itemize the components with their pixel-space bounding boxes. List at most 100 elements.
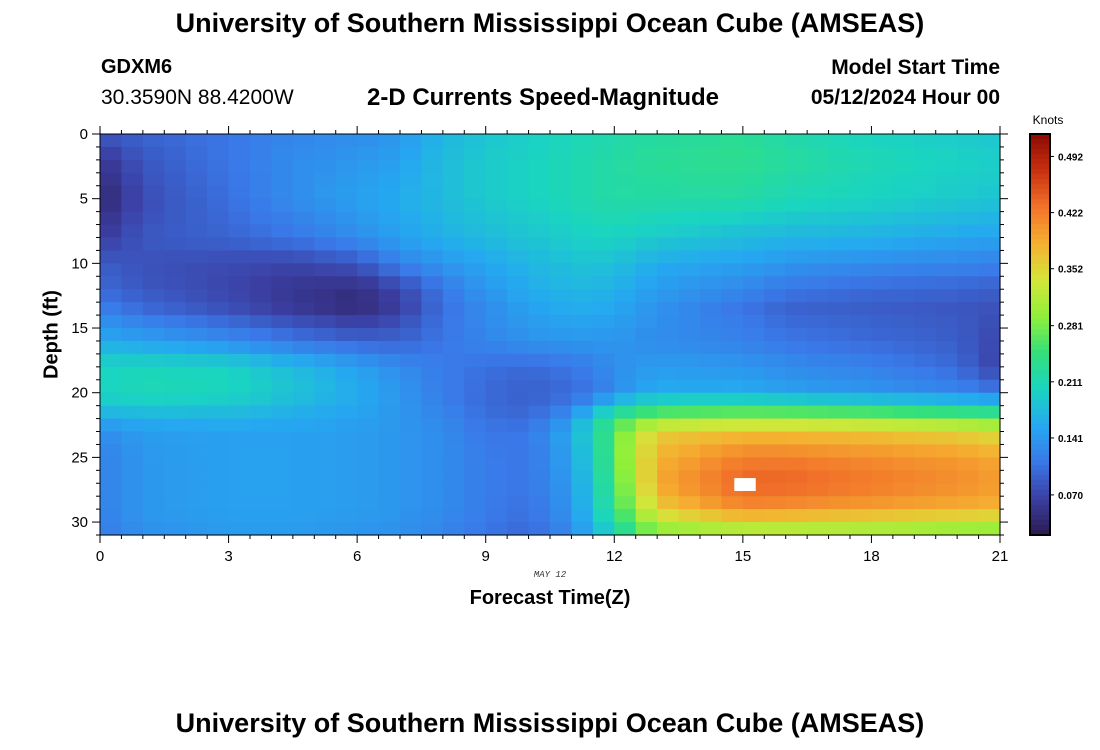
heatmap-cell <box>828 470 851 484</box>
colorbar-segment <box>1030 519 1050 526</box>
heatmap-cell <box>935 315 958 329</box>
heatmap-cell <box>464 224 487 239</box>
heatmap-cell <box>571 509 594 523</box>
heatmap-cell <box>550 353 573 368</box>
heatmap-cell <box>807 483 830 497</box>
heatmap-cell <box>592 509 615 523</box>
heatmap-cell <box>550 405 573 420</box>
heatmap-cell <box>142 146 165 161</box>
heatmap-cell <box>357 289 380 303</box>
heatmap-cell <box>378 457 401 471</box>
y-tick-label: 30 <box>71 514 88 531</box>
colorbar-title: Knots <box>1033 113 1064 127</box>
heatmap-cell <box>550 224 573 239</box>
heatmap-cell <box>164 134 187 148</box>
heatmap-cell <box>507 263 530 277</box>
colorbar-segment <box>1030 529 1050 536</box>
colorbar-segment <box>1030 399 1050 406</box>
heatmap-cell <box>678 496 701 510</box>
heatmap-cell <box>678 237 701 252</box>
heatmap-cell <box>957 444 980 458</box>
heatmap-cell <box>721 496 744 510</box>
colorbar-tick-label: 0.422 <box>1058 209 1083 220</box>
heatmap-cell <box>935 431 958 446</box>
axis-labels: 0 3 6 9 12 15 18 21 0 5 10 15 20 25 30 <box>71 126 1008 565</box>
station-coordinates: 30.3590N 88.4200W <box>101 86 294 109</box>
heatmap-cell <box>228 276 251 290</box>
heatmap-cell <box>378 522 401 536</box>
heatmap-cell <box>142 405 165 420</box>
heatmap-cell <box>250 366 273 381</box>
heatmap-cell <box>678 289 701 303</box>
heatmap-cell <box>528 340 551 355</box>
heatmap-cell <box>378 340 401 355</box>
heatmap-cell <box>142 353 165 368</box>
heatmap-cell <box>614 431 637 446</box>
heatmap-cell <box>400 159 423 174</box>
heatmap-cell <box>978 522 1001 536</box>
heatmap-cell <box>550 418 573 433</box>
heatmap-cell <box>550 237 573 252</box>
heatmap-cell <box>485 470 508 484</box>
colorbar-segment <box>1030 254 1050 260</box>
heatmap-cell <box>207 328 230 342</box>
heatmap-cell <box>442 418 465 433</box>
heatmap-cell <box>700 366 723 381</box>
heatmap-cell <box>764 379 787 394</box>
heatmap-cell <box>121 509 144 523</box>
heatmap-cell <box>442 134 465 148</box>
heatmap-cell <box>742 509 765 523</box>
heatmap-cell <box>935 134 958 148</box>
heatmap-cell <box>442 340 465 355</box>
heatmap-cell <box>657 134 680 148</box>
heatmap-cell <box>892 431 915 446</box>
heatmap-cell <box>485 366 508 381</box>
heatmap-cell <box>614 172 637 187</box>
heatmap-cell <box>657 496 680 510</box>
heatmap-cell <box>100 315 123 329</box>
heatmap-cell <box>635 483 658 497</box>
heatmap-cell <box>528 444 551 458</box>
heatmap-cell <box>614 457 637 471</box>
heatmap-cell <box>871 483 894 497</box>
heatmap-cell <box>785 483 808 497</box>
heatmap-cell <box>678 444 701 458</box>
heatmap-cell <box>550 509 573 523</box>
heatmap-cell <box>357 172 380 187</box>
heatmap-cell <box>742 211 765 226</box>
colorbar-segment <box>1030 294 1050 301</box>
heatmap-cell <box>228 250 251 264</box>
heatmap-cell <box>592 172 615 187</box>
heatmap-cell <box>635 224 658 239</box>
heatmap-cell <box>571 483 594 497</box>
heatmap-cell <box>442 172 465 187</box>
heatmap-cell <box>978 366 1001 381</box>
heatmap-cell <box>121 444 144 458</box>
colorbar-tick-label: 0.352 <box>1058 265 1083 276</box>
heatmap-cell <box>871 146 894 161</box>
heatmap-cell <box>914 483 937 497</box>
heatmap-cell <box>271 340 294 355</box>
heatmap-cell <box>185 146 208 161</box>
heatmap-cell <box>292 315 315 329</box>
heatmap-cell <box>528 431 551 446</box>
heatmap-cell <box>935 340 958 355</box>
heatmap-cell <box>700 392 723 407</box>
heatmap-cell <box>935 405 958 420</box>
heatmap-cell <box>657 379 680 394</box>
heatmap-cell <box>828 392 851 407</box>
heatmap-cell <box>807 392 830 407</box>
heatmap-cell <box>528 509 551 523</box>
heatmap-cell <box>314 483 337 497</box>
heatmap-cell <box>185 522 208 536</box>
heatmap-cell <box>657 340 680 355</box>
heatmap-cell <box>185 444 208 458</box>
heatmap-cell <box>421 431 444 446</box>
heatmap-cell <box>507 496 530 510</box>
heatmap-cell <box>335 509 358 523</box>
heatmap-cell <box>892 509 915 523</box>
heatmap-cell <box>378 483 401 497</box>
heatmap-cell <box>678 470 701 484</box>
heatmap-cell <box>207 353 230 368</box>
colorbar-segment <box>1030 449 1050 456</box>
